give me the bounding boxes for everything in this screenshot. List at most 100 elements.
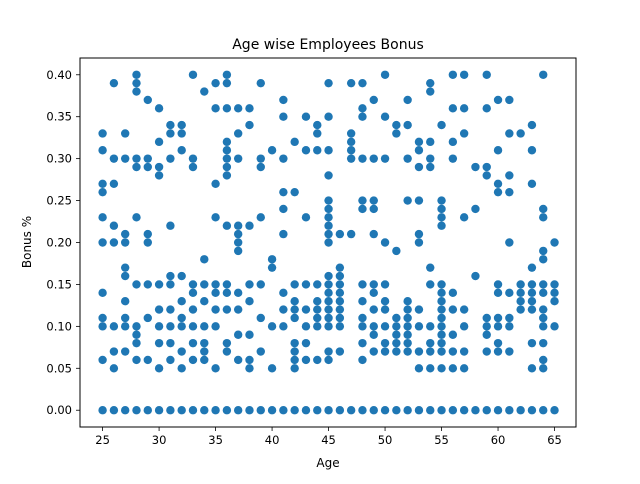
data-point <box>358 204 367 214</box>
data-point <box>188 338 198 348</box>
data-point <box>550 288 559 298</box>
data-point <box>369 406 378 415</box>
data-point <box>539 313 548 323</box>
data-point <box>301 112 311 121</box>
data-point <box>335 322 345 331</box>
data-point <box>335 347 345 356</box>
chart-title: Age wise Employees Bonus <box>232 37 424 53</box>
data-point <box>200 355 209 365</box>
data-point <box>527 297 537 306</box>
data-point <box>301 213 311 222</box>
data-point <box>222 104 232 113</box>
data-point <box>459 213 469 222</box>
data-point <box>403 297 412 306</box>
data-point <box>279 204 288 214</box>
data-point <box>414 347 424 356</box>
data-point <box>233 330 243 339</box>
data-point <box>166 406 175 415</box>
data-point <box>414 406 424 415</box>
data-point <box>188 305 198 314</box>
data-point <box>369 196 378 205</box>
data-point <box>324 305 333 314</box>
data-point <box>369 204 378 214</box>
data-point <box>380 238 390 247</box>
data-point <box>98 146 107 155</box>
data-point <box>143 95 152 105</box>
data-point <box>200 347 209 356</box>
data-point <box>437 364 446 373</box>
data-point <box>437 288 446 298</box>
data-point <box>233 305 243 314</box>
data-point <box>403 322 412 331</box>
data-point <box>132 162 141 172</box>
data-point <box>493 187 503 197</box>
data-point <box>426 280 435 289</box>
data-point <box>313 305 322 314</box>
data-point <box>324 347 333 356</box>
data-point <box>256 213 265 222</box>
data-point <box>211 179 220 188</box>
data-point <box>109 154 119 163</box>
data-point <box>290 313 299 323</box>
data-point <box>313 355 322 365</box>
data-point <box>143 154 152 163</box>
data-point <box>109 238 119 247</box>
data-point <box>324 322 333 331</box>
y-axis: 0.00 0.05 0.10 0.15 0.20 0.25 0.30 0.35 0.40 <box>46 68 80 417</box>
data-point <box>426 154 435 163</box>
data-point <box>143 229 152 239</box>
data-point <box>358 196 367 205</box>
data-point <box>279 187 288 197</box>
data-point <box>437 322 446 331</box>
data-point <box>313 120 322 130</box>
data-point <box>98 238 107 247</box>
data-point <box>222 70 232 79</box>
data-point <box>414 305 424 314</box>
data-point <box>132 406 141 415</box>
data-point <box>493 313 503 323</box>
data-point <box>437 204 446 214</box>
data-point <box>437 213 446 222</box>
y-tick-label: 0.10 <box>46 319 72 333</box>
data-point <box>279 322 288 331</box>
data-point <box>414 162 424 172</box>
data-point <box>245 364 254 373</box>
data-point <box>437 330 446 339</box>
data-point <box>471 162 480 172</box>
data-point <box>154 406 164 415</box>
data-point <box>437 280 446 289</box>
data-point <box>200 87 209 96</box>
data-point <box>177 364 186 373</box>
data-point <box>369 154 378 163</box>
data-point <box>301 338 311 348</box>
data-point <box>403 406 412 415</box>
x-tick-label: 65 <box>547 433 562 447</box>
data-point <box>233 355 243 365</box>
data-point <box>550 322 559 331</box>
data-point <box>346 129 356 138</box>
data-point <box>290 364 299 373</box>
data-point <box>403 305 412 314</box>
data-point <box>471 204 480 214</box>
data-point <box>132 338 141 348</box>
x-tick-label: 25 <box>95 433 110 447</box>
data-point <box>426 406 435 415</box>
data-point <box>527 263 537 272</box>
data-point <box>166 338 175 348</box>
data-point <box>527 120 537 130</box>
data-point <box>290 297 299 306</box>
data-point <box>279 112 288 121</box>
data-point <box>166 120 175 130</box>
data-point <box>211 406 220 415</box>
data-point <box>120 238 130 247</box>
data-point <box>279 95 288 105</box>
data-point <box>335 297 345 306</box>
data-point <box>313 280 322 289</box>
data-point <box>358 78 367 88</box>
data-point <box>177 271 186 281</box>
data-point <box>369 95 378 105</box>
data-point <box>245 221 254 230</box>
data-point <box>550 238 559 247</box>
data-point <box>437 221 446 230</box>
data-point <box>369 280 378 289</box>
